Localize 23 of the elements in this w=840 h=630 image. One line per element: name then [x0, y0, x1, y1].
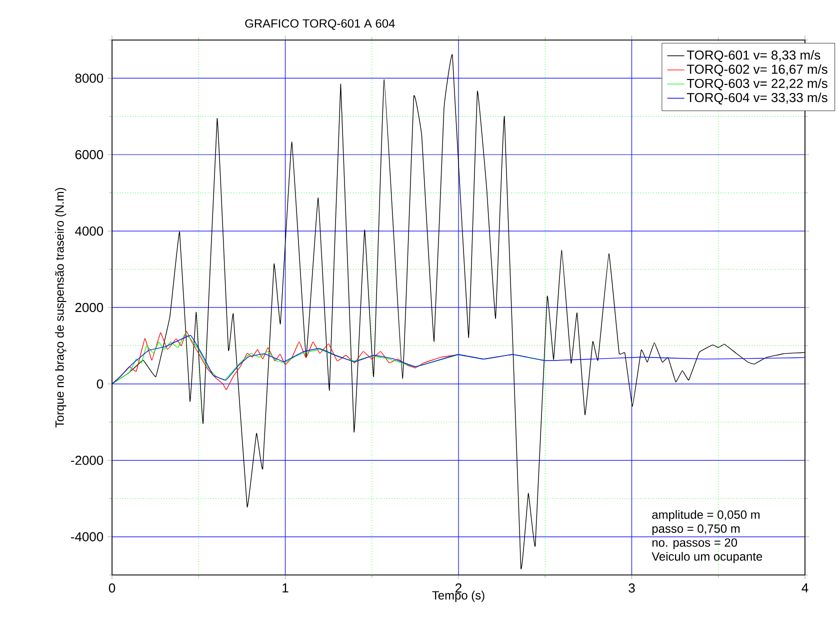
x-tick-label: 4: [802, 583, 808, 592]
y-tick-label: -2000: [71, 456, 104, 465]
x-tick-label: 2: [456, 583, 462, 592]
legend-label: TORQ-604 v= 33,33 m/s: [686, 92, 828, 104]
y-axis-title: Torque no braço de suspensão traseiro (N.m): [55, 188, 66, 428]
y-tick-label: 8000: [75, 74, 104, 83]
x-tick-label: 0: [108, 583, 116, 593]
legend-label: TORQ-601 v= 8,33 m/s: [686, 50, 820, 62]
annotation: amplitude = 0,050 m: [652, 510, 760, 522]
chart-title: GRAFICO TORQ-601 A 604: [245, 19, 395, 30]
y-tick-label: 4000: [75, 226, 104, 236]
x-tick-label: 3: [628, 583, 635, 593]
annotation: no. passos = 20: [652, 538, 738, 550]
y-tick-label: 0: [96, 379, 104, 388]
x-axis-title: Tempo (s): [432, 590, 484, 602]
legend-label: TORQ-602 v= 16,67 m/s: [686, 64, 828, 76]
y-tick-label: 2000: [75, 302, 104, 312]
annotation: passo = 0,750 m: [652, 524, 740, 536]
y-tick-label: -4000: [71, 532, 104, 542]
x-tick-label: 1: [282, 583, 288, 592]
y-tick-label: 6000: [75, 150, 104, 160]
legend-label: TORQ-603 v= 22,22 m/s: [686, 78, 828, 90]
annotation: Veiculo um ocupante: [652, 552, 762, 564]
